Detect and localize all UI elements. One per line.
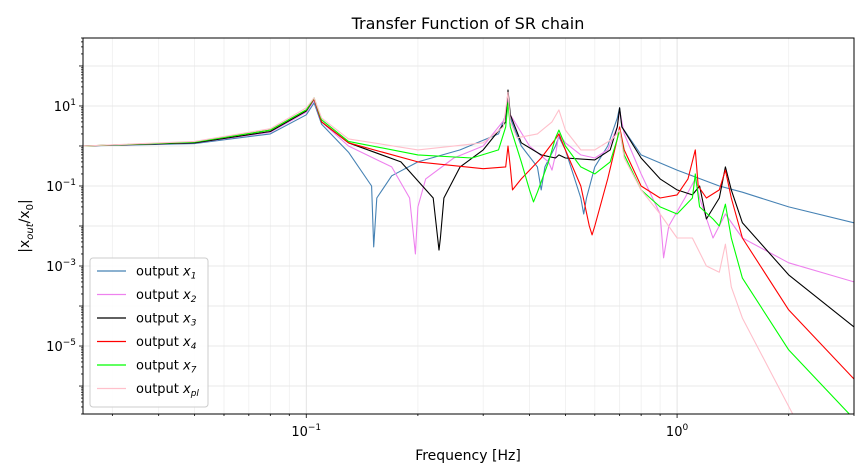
legend-label: output x7 xyxy=(136,359,197,376)
y-tick-label: 10−5 xyxy=(46,338,76,355)
series-line-5 xyxy=(83,97,851,414)
y-tick-label: 10−1 xyxy=(46,178,76,195)
y-tick-label: 101 xyxy=(54,98,76,115)
grid xyxy=(83,38,855,414)
y-axis-label: |xout/x0| xyxy=(17,199,36,253)
series-line-2 xyxy=(83,93,854,283)
legend-label: output x3 xyxy=(136,312,197,329)
x-tick-label: 100 xyxy=(666,423,689,440)
series-line-4 xyxy=(83,98,854,380)
legend: output x1 output x2 output x3 output x4 outp… xyxy=(89,257,209,408)
series-line-6 xyxy=(83,91,794,414)
y-tick-label: 10−3 xyxy=(46,258,76,275)
legend-label: output xpl xyxy=(136,382,199,399)
x-axis-label: Frequency [Hz] xyxy=(415,448,521,464)
x-tick-label: 10−1 xyxy=(291,423,321,440)
legend-label: output x4 xyxy=(136,335,197,352)
legend-box xyxy=(89,257,209,408)
legend-label: output x2 xyxy=(136,288,197,305)
legend-label: output x1 xyxy=(136,265,196,282)
series-line-3 xyxy=(83,89,854,328)
series-group xyxy=(83,89,854,414)
ticks: 10−1 100 101 10−1 10−3 10−5 xyxy=(46,37,855,440)
chart-title: Transfer Function of SR chain xyxy=(351,14,585,33)
